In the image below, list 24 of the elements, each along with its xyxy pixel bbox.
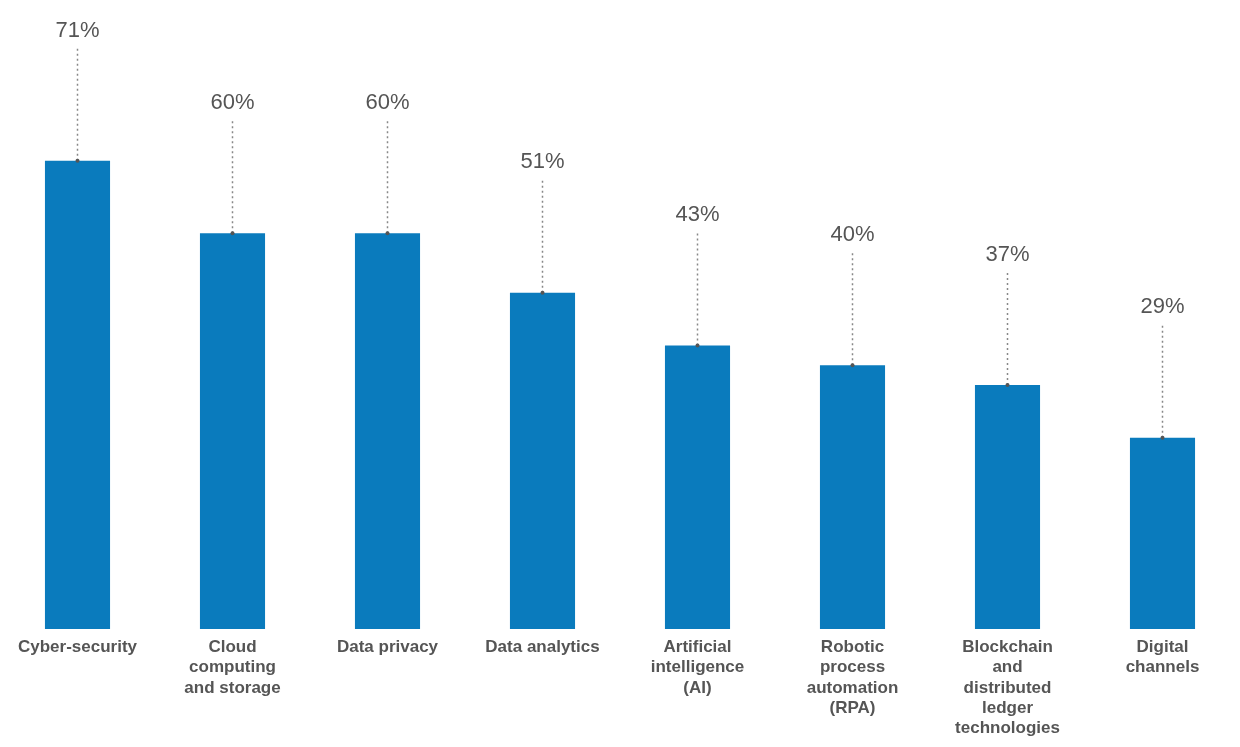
x-tick-label: Blockchain and distributed ledger technologies — [955, 636, 1060, 738]
data-label: 40% — [830, 220, 875, 246]
bar — [664, 345, 731, 629]
x-tick-label: Artificial intelligence (AI) — [650, 636, 745, 697]
bar — [819, 365, 886, 629]
data-label: 37% — [985, 240, 1030, 266]
x-tick-label: Data privacy — [336, 636, 439, 656]
data-label: 51% — [520, 148, 565, 174]
bar — [974, 385, 1041, 629]
x-tick-label: Cloud computing and storage — [184, 636, 281, 697]
bar — [1129, 437, 1196, 629]
x-tick-label: Robotic process automation (RPA) — [806, 636, 899, 718]
data-label: 60% — [210, 89, 255, 115]
data-label: 71% — [55, 16, 100, 42]
bar — [44, 160, 111, 629]
data-label: 43% — [675, 201, 720, 227]
data-label: 29% — [1140, 293, 1185, 319]
bar — [199, 233, 266, 629]
x-tick-label: Data analytics — [485, 636, 600, 656]
x-tick-label: Digital channels — [1125, 636, 1200, 677]
bar — [354, 233, 421, 629]
bar — [509, 292, 576, 629]
x-tick-label: Cyber-security — [17, 636, 138, 656]
data-label: 60% — [365, 89, 410, 115]
